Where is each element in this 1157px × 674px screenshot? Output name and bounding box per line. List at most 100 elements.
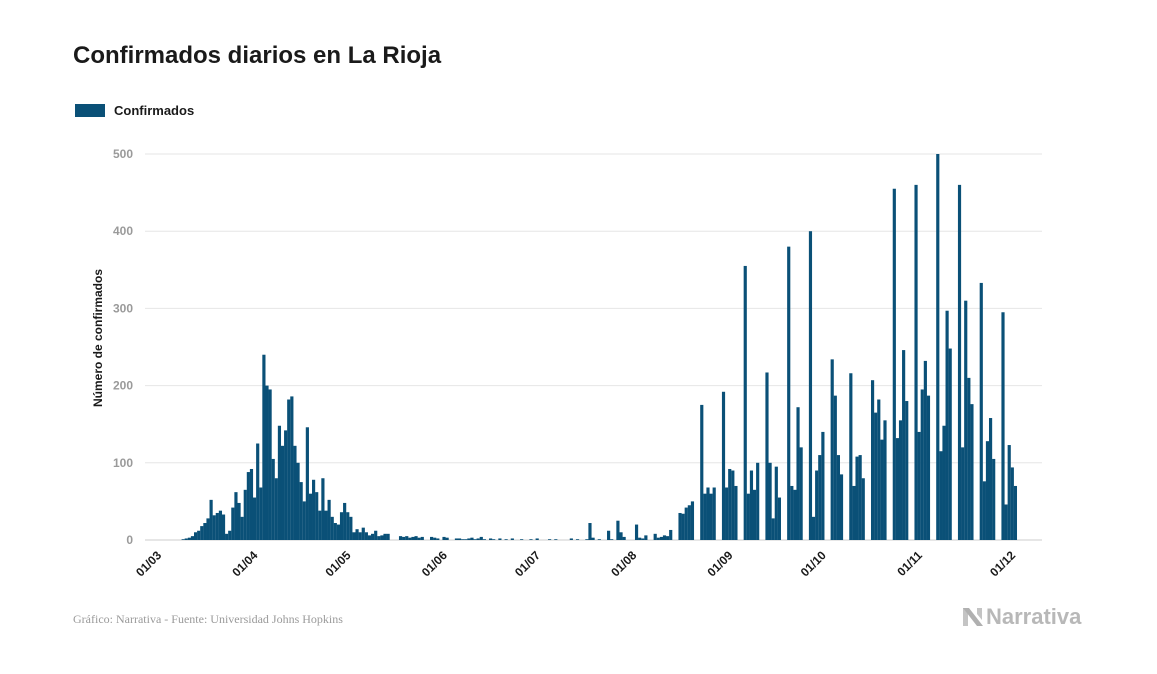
bar [476,538,480,540]
bar [914,184,918,540]
chart-title: Confirmados diarios en La Rioja [73,42,442,69]
bar [364,532,368,540]
bar [405,536,409,540]
bar [228,530,232,540]
bar [489,538,493,540]
bar [659,536,663,540]
bar [818,455,822,540]
bar [377,536,381,540]
x-tick-label: 01/08 [608,548,639,579]
bar [408,537,412,540]
bar [430,536,434,540]
bar [520,539,524,540]
bar [240,516,244,540]
bar [700,404,704,540]
bar [383,533,387,540]
bar [268,389,272,540]
bar [265,385,269,540]
bar [420,536,424,540]
bar [926,395,931,540]
bar [184,538,188,540]
bar [774,466,778,540]
narrativa-logo: Narrativa [962,604,1081,630]
bar [982,481,986,540]
bar [482,539,486,540]
bar [839,474,844,540]
bar [939,451,943,540]
bar [892,188,896,541]
bar [336,524,341,540]
y-tick-label: 400 [113,224,133,238]
bar [470,537,474,540]
bar [1004,504,1008,540]
bar [355,529,359,540]
bar [653,533,657,540]
bar [752,489,757,540]
bar [588,523,592,540]
bar [808,231,813,540]
x-tick-label: 01/09 [704,548,735,579]
bar [361,527,365,540]
bar [957,184,962,540]
narrativa-n-icon [963,608,983,626]
bar [218,510,223,540]
bar [231,507,235,540]
bar [457,538,462,540]
bar [597,539,601,540]
bar [1010,467,1014,540]
bar [402,536,406,540]
bar [200,526,204,540]
bar [961,447,965,540]
bar [666,536,670,540]
bar [917,431,921,540]
bar [548,539,552,540]
bar [967,377,971,540]
bar [796,407,800,540]
bar [979,282,983,540]
bar [634,524,639,540]
bar [414,536,418,540]
bar [749,470,754,540]
bar [535,538,539,540]
bar [883,420,887,540]
bar [616,520,620,540]
bar [725,487,729,540]
bar [712,487,716,540]
bar [585,539,589,540]
bar [203,523,207,540]
bar [215,512,219,540]
bar [706,487,710,540]
bar [734,485,738,540]
bar [619,532,623,540]
x-tick-label: 01/04 [229,548,260,579]
bar [299,482,303,540]
bar [756,462,760,540]
bar [793,489,797,540]
bar [296,462,300,540]
bar [436,538,440,540]
x-tick-labels: 01/03 01/04 01/05 01/06 01/07 01/08 01/09 01/10… [133,548,1018,579]
bar [464,539,468,540]
bar [855,456,859,540]
bar [638,537,642,540]
legend: Confirmados [75,103,194,118]
bar [374,530,378,540]
bar [321,478,325,540]
bar [324,510,328,540]
x-tick-label: 01/10 [798,548,829,579]
bar [895,438,899,540]
bar [874,412,878,540]
bar [821,431,825,540]
bar [234,492,238,540]
bar [504,539,508,540]
bar [212,515,216,540]
legend-swatch [75,104,105,117]
bar [243,489,247,540]
bar [861,478,865,540]
bar [836,455,840,540]
y-tick-label: 100 [113,456,133,470]
bar [221,514,226,540]
bar [964,300,968,540]
source-note: Gráfico: Narrativa - Fuente: Universidad… [73,612,343,626]
bar [852,485,856,540]
